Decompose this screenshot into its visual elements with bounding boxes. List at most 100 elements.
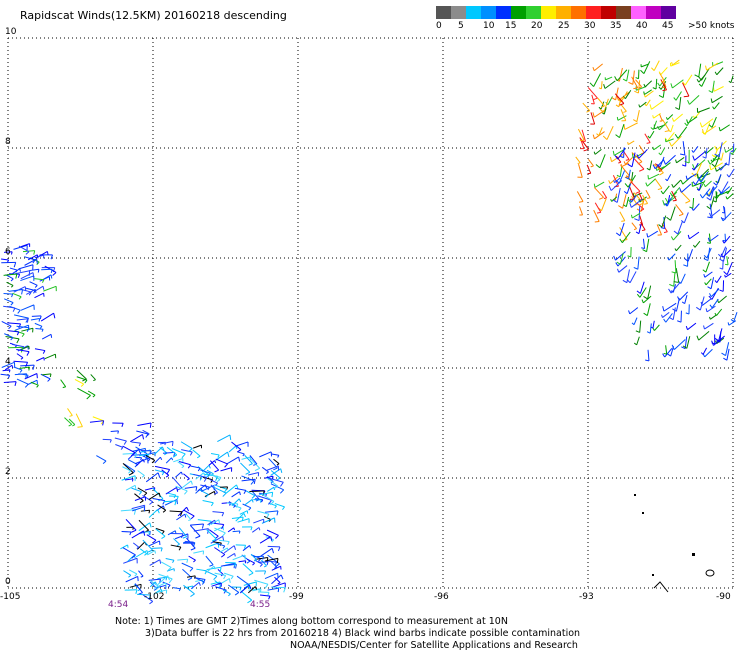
wind-barb [713, 174, 721, 185]
wind-barb [248, 472, 258, 476]
wind-barb [232, 492, 241, 497]
wind-barb [67, 408, 72, 416]
wind-barb [177, 559, 187, 563]
wind-barb [6, 275, 14, 281]
wind-barb [628, 247, 632, 257]
wind-barb [135, 497, 146, 501]
wind-barb [620, 212, 625, 222]
wind-barb [726, 193, 733, 199]
wind-barb [594, 187, 603, 199]
pass-time-end: 4:55 [250, 600, 270, 610]
wind-barb [704, 248, 711, 258]
wind-barb [126, 519, 136, 532]
wind-barb [1, 259, 9, 262]
wind-barb [143, 540, 153, 552]
wind-barb [634, 158, 644, 171]
wind-barb [633, 110, 639, 122]
wind-barb [647, 323, 651, 333]
wind-barb [21, 244, 30, 247]
wind-barb [14, 287, 26, 293]
wind-barb [252, 527, 260, 532]
wind-barb [150, 560, 161, 566]
wind-barb [648, 131, 654, 138]
wind-barb [242, 527, 252, 530]
wind-barb [35, 293, 45, 298]
wind-barb [653, 79, 657, 89]
wind-barb [664, 345, 667, 354]
wind-barb [577, 191, 583, 202]
wind-barb [265, 573, 278, 578]
wind-barb [21, 328, 33, 332]
wind-barb [590, 112, 594, 124]
wind-barb [644, 303, 651, 315]
y-tick-label: 6 [5, 247, 11, 257]
wind-barb [653, 113, 661, 118]
wind-barb [115, 438, 127, 445]
wind-barb [642, 296, 651, 303]
wind-barb [628, 141, 635, 145]
wind-barb [720, 280, 724, 291]
wind-barb [122, 532, 131, 536]
wind-barb [4, 274, 17, 279]
wind-barb [632, 318, 637, 325]
wind-barb [149, 509, 159, 517]
island [652, 574, 654, 576]
wind-barb [31, 318, 40, 321]
wind-barb [167, 493, 176, 498]
wind-barb [710, 315, 717, 319]
island [692, 553, 695, 556]
wind-barb [255, 571, 265, 574]
wind-barb [579, 206, 582, 215]
wind-barb [261, 548, 274, 556]
wind-barb [203, 500, 214, 506]
wind-barb [577, 164, 582, 177]
wind-barb [216, 452, 229, 460]
wind-barb [682, 155, 686, 166]
wind-barb [153, 498, 165, 504]
wind-barb [647, 160, 652, 170]
wind-barb [605, 77, 612, 80]
wind-barb [166, 487, 178, 494]
wind-barb [20, 276, 33, 281]
wind-barb [243, 504, 251, 510]
wind-barb [111, 431, 119, 434]
wind-barb [669, 273, 675, 287]
wind-barb [123, 571, 130, 578]
wind-barb [653, 145, 661, 150]
wind-barb [617, 166, 622, 176]
wind-barb [161, 562, 171, 570]
wind-barb [685, 249, 693, 261]
wind-barb [686, 304, 689, 314]
wind-barb [616, 124, 624, 138]
wind-barb [263, 534, 269, 539]
wind-barb [1, 374, 10, 378]
wind-barb [76, 414, 82, 428]
wind-barb [603, 126, 613, 139]
wind-barb [179, 461, 191, 468]
wind-barb [688, 95, 700, 104]
wind-barb [728, 321, 736, 326]
wind-barb [672, 114, 682, 122]
wind-barb [632, 223, 637, 230]
wind-barb [723, 234, 725, 241]
wind-barb [590, 73, 601, 86]
footnote-line-1: Note: 1) Times are GMT 2)Times along bot… [115, 616, 508, 627]
wind-barb [650, 101, 663, 110]
wind-barb [35, 349, 45, 354]
wind-barb [131, 442, 140, 446]
wind-barb [696, 296, 704, 310]
wind-barb [34, 279, 44, 283]
wind-barb [193, 445, 201, 448]
wind-barb [3, 306, 15, 311]
wind-barb [667, 207, 676, 221]
coastline [654, 582, 668, 592]
wind-barb [683, 75, 692, 85]
wind-barb [182, 481, 192, 488]
wind-barb [36, 357, 44, 361]
wind-barb [167, 569, 174, 572]
wind-barb [662, 312, 670, 317]
wind-barb [634, 257, 639, 270]
wind-barb [171, 545, 181, 550]
wind-barb [253, 519, 263, 523]
